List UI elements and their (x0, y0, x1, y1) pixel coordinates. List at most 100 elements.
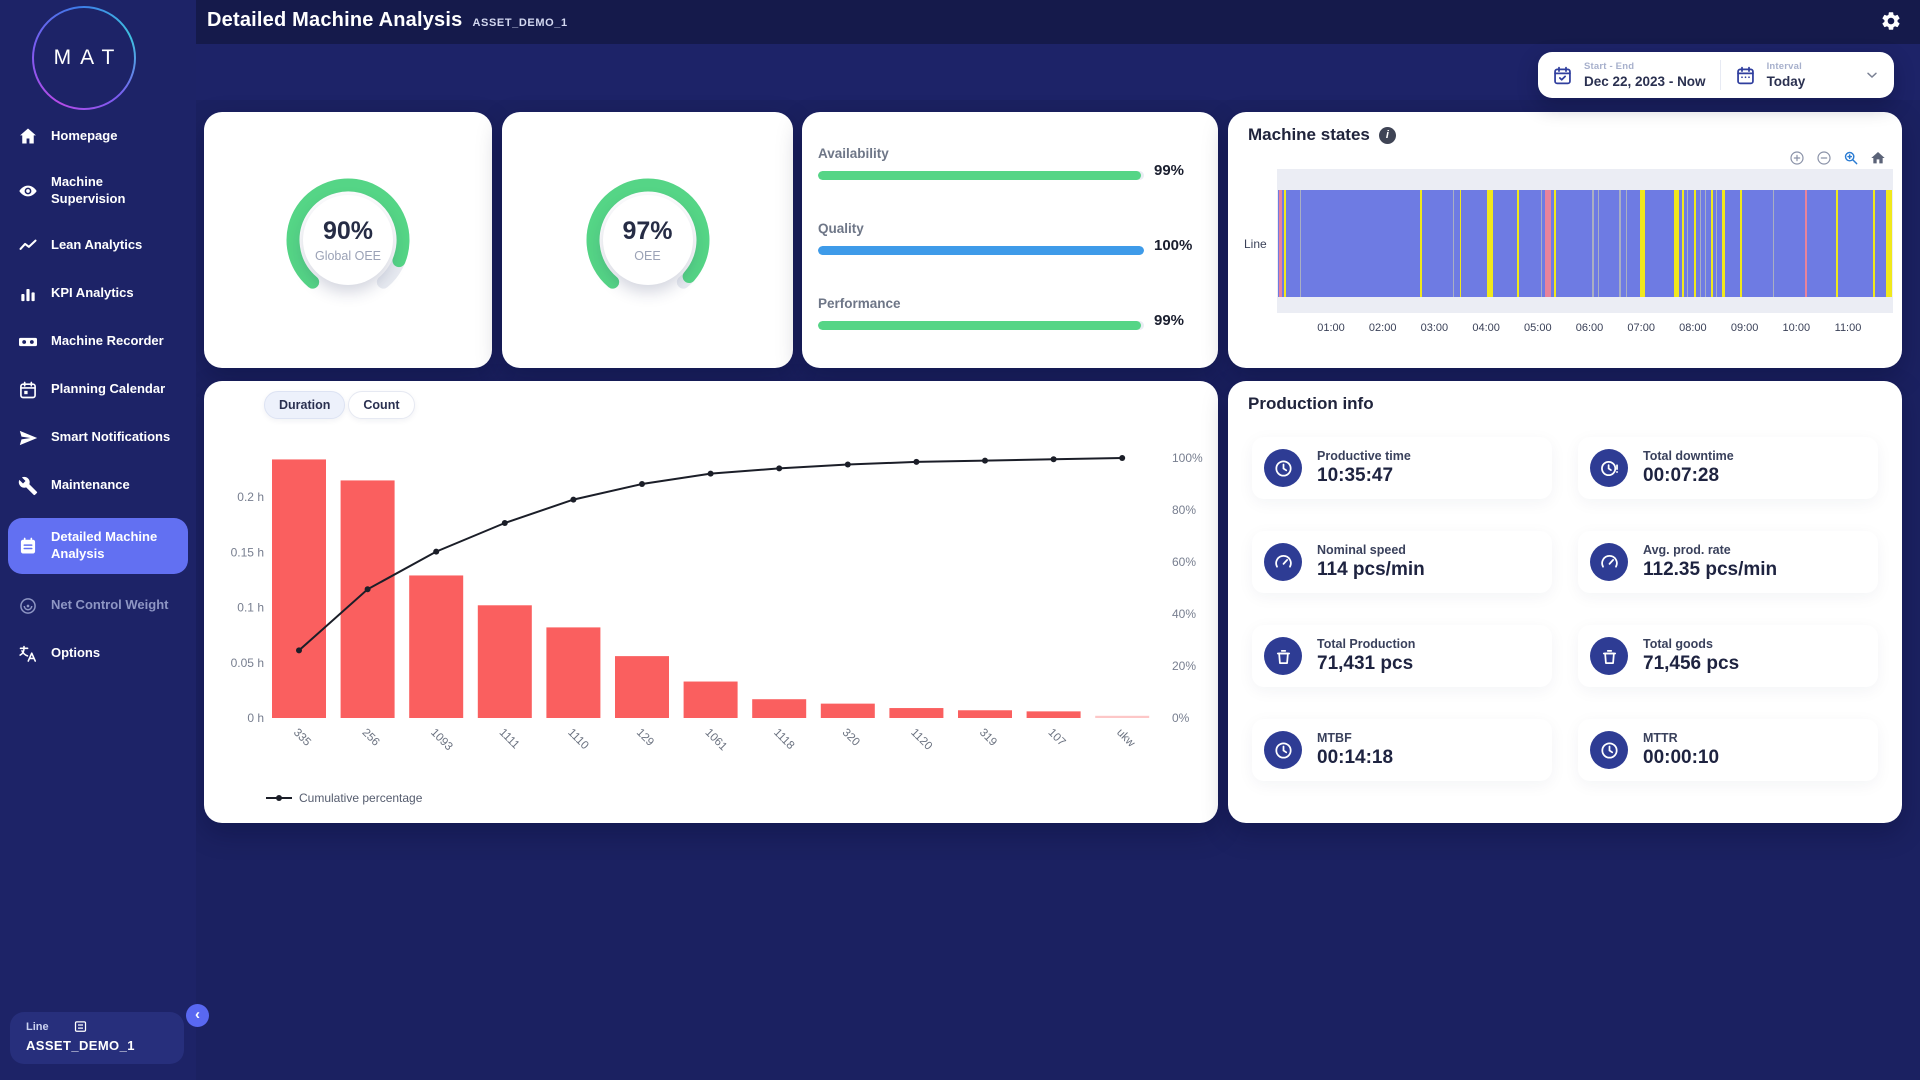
sidebar-item-label: Machine Supervision (51, 174, 126, 206)
tab-count[interactable]: Count (348, 391, 415, 419)
logo-text: MAT (53, 46, 124, 69)
state-stripe (1300, 190, 1302, 297)
sidebar: MAT Homepage Machine Supervision Lean Anal… (0, 0, 209, 1080)
page-header: Detailed Machine Analysis ASSET_DEMO_1 (207, 9, 568, 32)
home-reset-icon[interactable] (1870, 150, 1886, 166)
settings-gear-icon[interactable] (1880, 10, 1902, 32)
pct-axis-tick: 0% (1172, 711, 1190, 725)
sidebar-item-net-control-weight[interactable]: Net Control Weight (8, 590, 188, 622)
pareto-chart: 0.2 h 0.15 h 0.1 h 0.05 h 0 h 100% 80% 60% 40% 20… (231, 451, 1203, 754)
kpi-progress-fill (818, 246, 1144, 255)
page-title: Detailed Machine Analysis (207, 9, 463, 31)
kpi-label: Quality (818, 221, 864, 236)
pareto-bar (477, 605, 532, 718)
sidebar-item-homepage[interactable]: Homepage (8, 120, 188, 152)
sidebar-item-label: KPI Analytics (51, 285, 134, 301)
calendar-icon (18, 380, 38, 400)
production-item-label: Avg. prod. rate (1643, 543, 1731, 557)
kpi-label: Availability (818, 146, 889, 161)
production-item-value: 00:00:10 (1643, 747, 1720, 768)
state-stripe (1592, 190, 1594, 297)
x-axis-category-label: 1061 (702, 727, 729, 754)
cumulative-point (296, 647, 302, 654)
kpi-row-quality: Quality 100% (818, 221, 1200, 255)
sidebar-item-machine-recorder[interactable]: Machine Recorder (8, 326, 188, 358)
production-grid: Productive time 10:35:47 Total downtime 00:… (1252, 437, 1878, 781)
kpi-progress-track (818, 321, 1144, 330)
production-info-title: Production info (1248, 394, 1374, 413)
notepad-icon (18, 536, 38, 556)
cumulative-point (707, 470, 714, 477)
state-stripe (1640, 190, 1646, 297)
clock-icon (1590, 731, 1628, 769)
interval-selector[interactable]: Interval Today (1721, 52, 1894, 98)
production-item-mttr: MTTR 00:00:10 (1578, 719, 1878, 781)
kpi-row-availability: Availability 99% (818, 146, 1200, 180)
interval-value: Today (1766, 74, 1806, 89)
sidebar-collapse-button[interactable]: ‹ (186, 1004, 209, 1027)
sidebar-item-planning-calendar[interactable]: Planning Calendar (8, 374, 188, 406)
state-stripe (1553, 190, 1556, 297)
production-item-total-production: Total Production 71,431 pcs (1252, 625, 1552, 687)
info-icon[interactable]: i (1378, 126, 1396, 144)
magnifier-zoom-icon[interactable] (1843, 150, 1859, 166)
state-stripe (1805, 190, 1808, 297)
zoom-in-icon[interactable] (1789, 150, 1805, 166)
production-item-mtbf: MTBF 00:14:18 (1252, 719, 1552, 781)
state-stripe (1545, 190, 1552, 297)
x-axis-category-label: 256 (359, 727, 381, 749)
state-stripe (1619, 190, 1621, 297)
sidebar-item-options[interactable]: Options (8, 638, 188, 670)
x-axis-category-label: 1110 (565, 727, 590, 752)
tab-duration[interactable]: Duration (264, 391, 346, 419)
chart-legend: Cumulative percentage (266, 791, 422, 805)
trend-icon (18, 236, 38, 256)
top-header-bar (0, 0, 1920, 44)
cumulative-point (1119, 455, 1126, 461)
kpi-row-performance: Performance 99% (818, 296, 1200, 330)
x-axis-category-label: 1118 (771, 727, 796, 752)
zoom-out-icon[interactable] (1816, 150, 1832, 166)
state-stripe (1279, 190, 1283, 297)
machine-states-card: Machine states i Line 01:00 02:00 03:00 04:… (1228, 112, 1902, 368)
gauge-icon (1590, 543, 1628, 581)
y-axis-tick: 0.15 h (231, 545, 264, 559)
production-item-avg-prod-rate: Avg. prod. rate 112.35 pcs/min (1578, 531, 1878, 593)
sidebar-item-detailed-machine-analysis[interactable]: Detailed Machine Analysis (8, 517, 188, 574)
interval-label: Interval (1766, 61, 1802, 72)
production-item-nominal-speed: Nominal speed 114 pcs/min (1252, 531, 1552, 593)
x-axis-category-label: 129 (634, 727, 656, 749)
pareto-bar (683, 681, 738, 718)
oee-components-card: Availability 99% Quality 100% Performance 99% (802, 112, 1218, 368)
state-stripe (1540, 190, 1542, 297)
cumulative-point (913, 458, 920, 465)
sidebar-item-kpi-analytics[interactable]: KPI Analytics (8, 278, 188, 310)
x-axis-category-label: 1093 (428, 727, 455, 754)
kpi-value: 99% (1154, 162, 1185, 179)
recorder-icon (18, 332, 38, 352)
x-axis-category-label: 1120 (908, 727, 934, 753)
gauge: 97% OEE (573, 165, 723, 315)
oee-gauge-card: 97% OEE (502, 112, 793, 368)
y-axis-tick: 0.2 h (237, 490, 264, 504)
state-stripe (1835, 190, 1838, 297)
production-item-value: 112.35 pcs/min (1643, 559, 1778, 580)
state-stripe (1452, 190, 1455, 297)
sidebar-item-smart-notifications[interactable]: Smart Notifications (8, 422, 188, 454)
production-item-label: Nominal speed (1317, 543, 1406, 557)
gauge: 90% Global OEE (273, 165, 423, 315)
start-end-selector[interactable]: Start - End Dec 22, 2023 - Now (1538, 52, 1720, 98)
divider (1719, 60, 1721, 90)
sidebar-item-maintenance[interactable]: Maintenance (8, 470, 188, 502)
machine-states-plot[interactable] (1277, 169, 1893, 313)
sidebar-item-machine-supervision[interactable]: Machine Supervision (8, 168, 188, 214)
sidebar-item-lean-analytics[interactable]: Lean Analytics (8, 230, 188, 262)
production-item-value: 71,456 pcs (1643, 653, 1740, 674)
production-item-total-goods: Total goods 71,456 pcs (1578, 625, 1878, 687)
pareto-bar (820, 703, 875, 718)
pareto-bar (889, 708, 944, 718)
asset-selector-chip[interactable]: Line ASSET_DEMO_1 (10, 1012, 184, 1064)
production-item-label: Total goods (1643, 637, 1713, 651)
timeline-tick-label: 09:00 (1730, 322, 1759, 334)
bars-icon (18, 284, 38, 304)
